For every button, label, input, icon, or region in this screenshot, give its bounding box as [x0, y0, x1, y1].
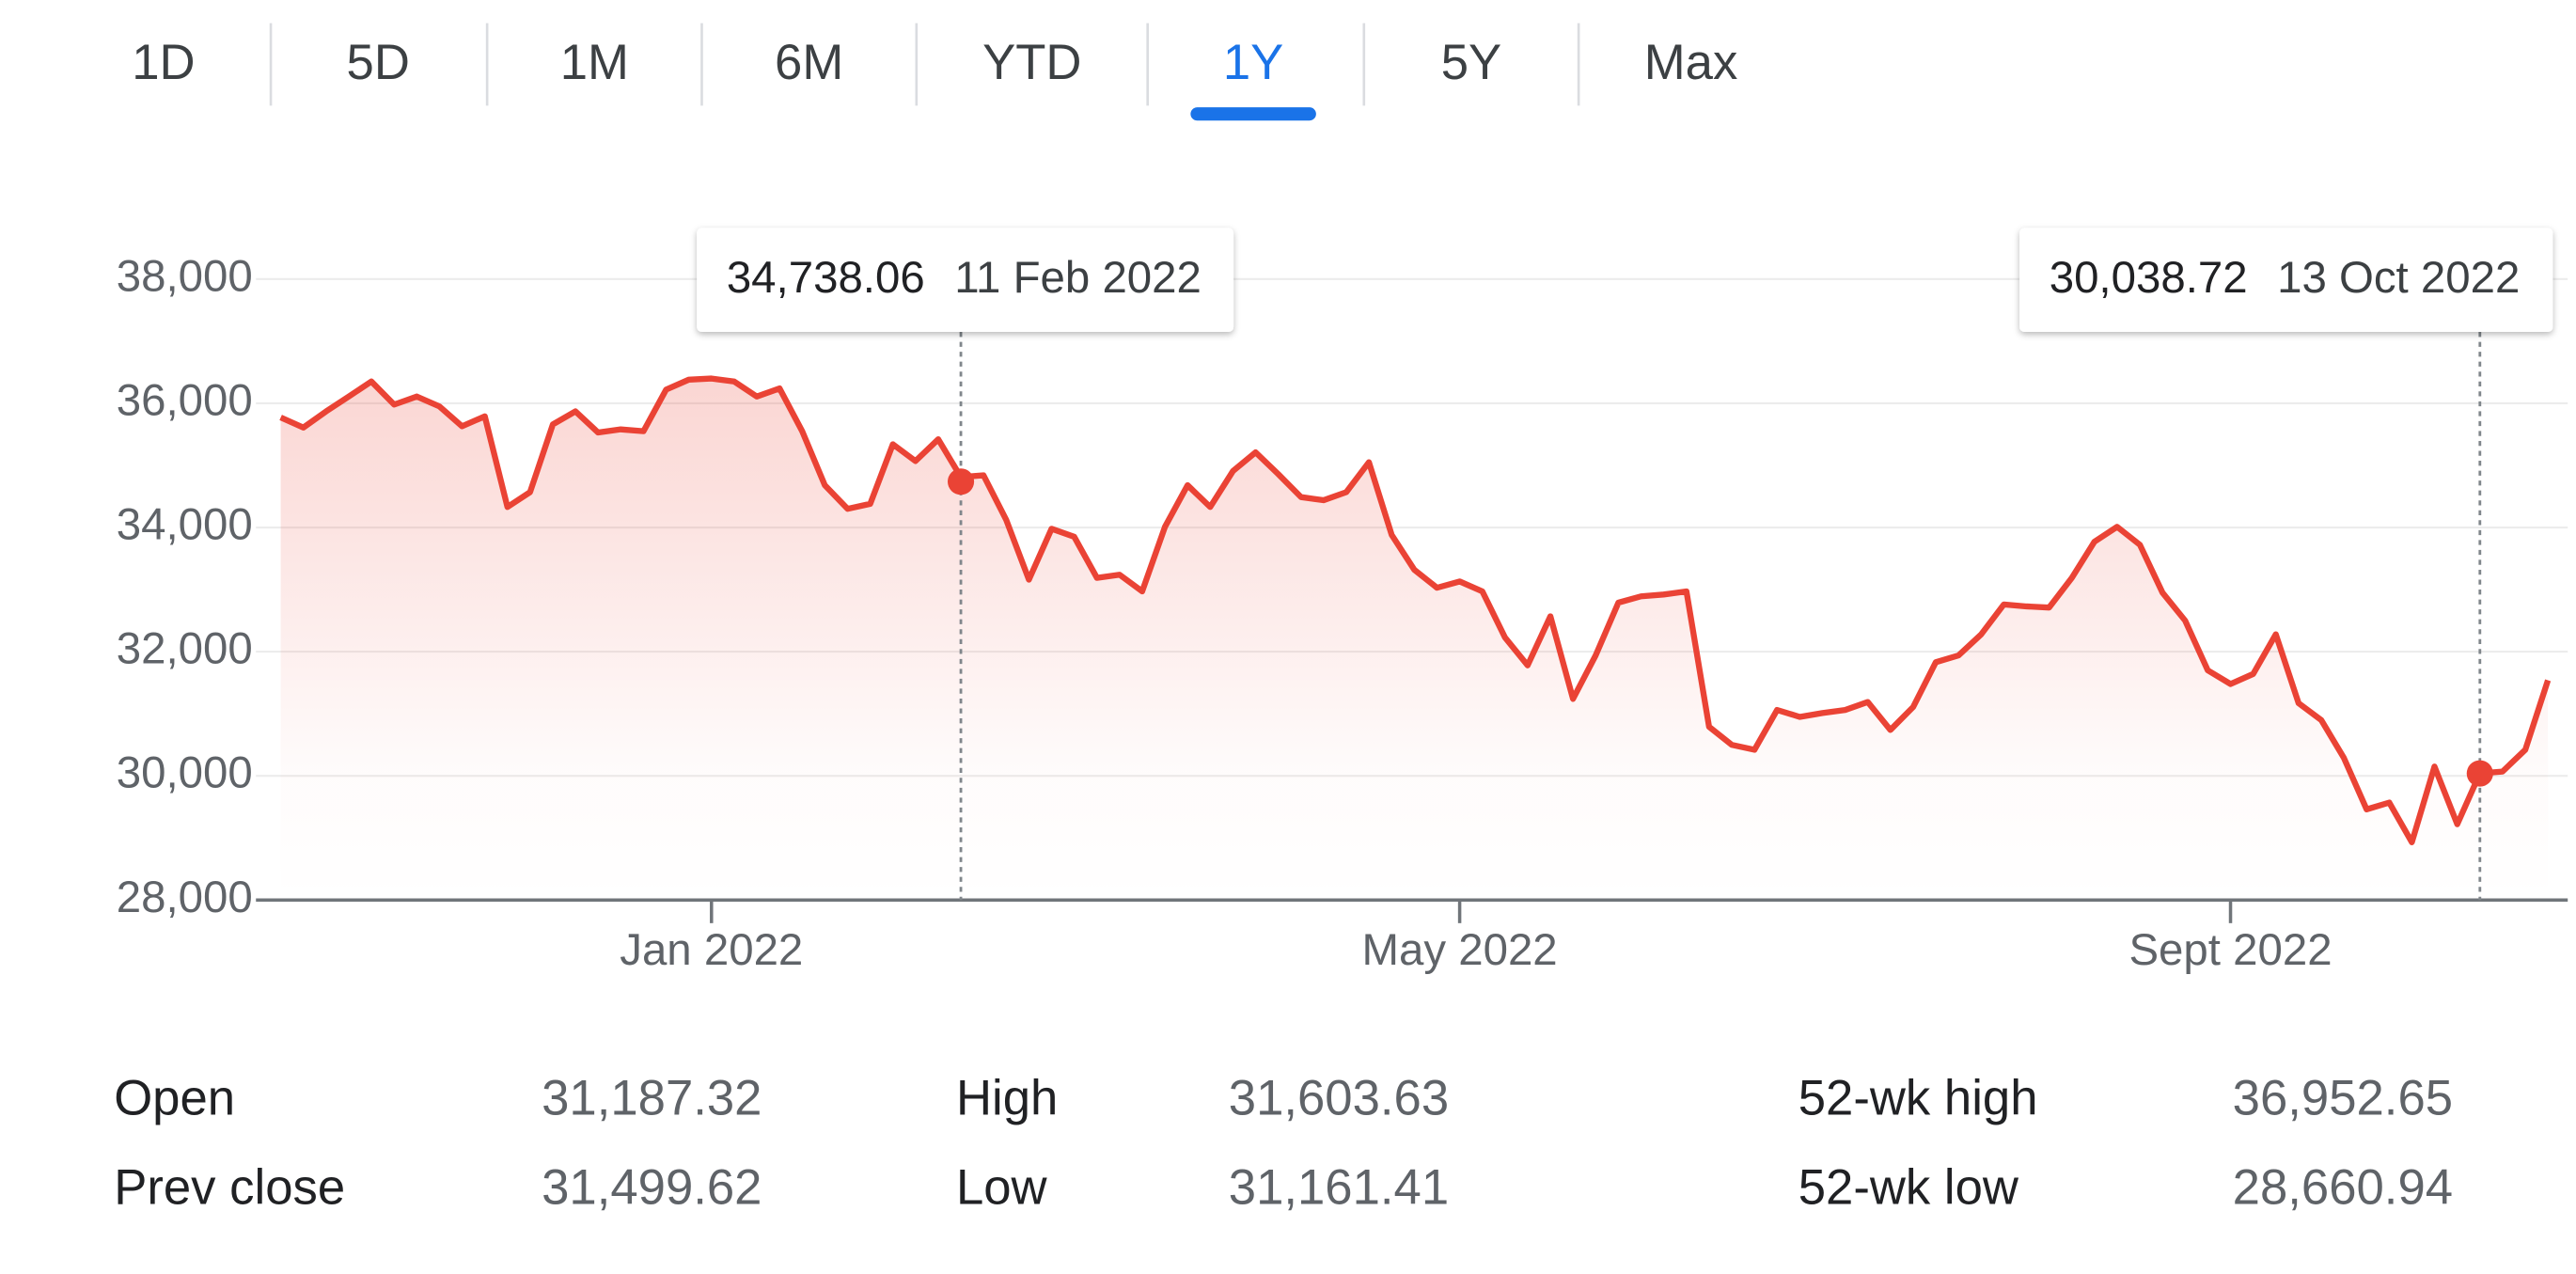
tooltip-date: 11 Feb 2022: [954, 253, 1202, 303]
stat-value: 31,187.32: [542, 1070, 762, 1125]
tab[interactable]: 6M: [775, 35, 843, 90]
y-tick-label: 28,000: [117, 873, 253, 922]
x-tick-label: May 2022: [1361, 925, 1557, 975]
y-tick-label: 38,000: [117, 251, 253, 301]
tab[interactable]: 1Y: [1223, 35, 1283, 90]
marker: [2466, 760, 2493, 787]
y-tick-label: 36,000: [117, 375, 253, 425]
area: [280, 378, 2549, 901]
tab[interactable]: 1D: [132, 35, 195, 90]
tooltip: [697, 228, 1234, 333]
stat-value: 28,660.94: [2233, 1159, 2453, 1215]
x-tick-label: Sept 2022: [2128, 925, 2332, 975]
y-tick-label: 34,000: [117, 500, 253, 550]
tooltip-value: 30,038.72: [2050, 253, 2248, 303]
stat-label: 52-wk high: [1798, 1070, 2038, 1125]
tooltip-date: 13 Oct 2022: [2277, 253, 2520, 303]
stat-label: 52-wk low: [1798, 1159, 2019, 1215]
tooltip: [2019, 228, 2553, 333]
line: [279, 375, 2552, 845]
y-tick-label: 30,000: [117, 748, 253, 798]
stat-label: Open: [114, 1070, 235, 1125]
tooltip-value: 34,738.06: [727, 253, 925, 303]
tab[interactable]: 1M: [560, 35, 629, 90]
tab[interactable]: Max: [1644, 35, 1738, 90]
tab[interactable]: YTD: [982, 35, 1081, 90]
stat-value: 31,499.62: [542, 1159, 762, 1215]
stat-label: Prev close: [114, 1159, 345, 1215]
tab[interactable]: 5D: [347, 35, 410, 90]
stat-value: 36,952.65: [2233, 1070, 2453, 1125]
stat-value: 31,603.63: [1229, 1070, 1449, 1125]
x-tick-label: Jan 2022: [620, 925, 803, 975]
y-tick-label: 32,000: [117, 624, 253, 674]
stat-value: 31,161.41: [1229, 1159, 1449, 1215]
stat-label: Low: [956, 1159, 1048, 1215]
marker: [948, 468, 975, 495]
stat-label: High: [956, 1070, 1058, 1125]
tab-indicator: [1190, 107, 1316, 121]
tab[interactable]: 5Y: [1441, 35, 1501, 90]
